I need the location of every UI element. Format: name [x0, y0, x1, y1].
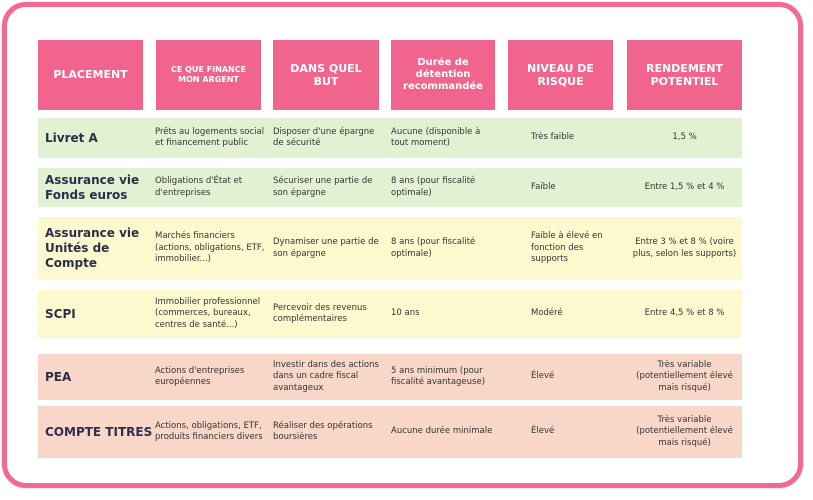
- row-risque: Faible: [531, 181, 556, 192]
- row-but: Réaliser des opérations boursières: [273, 420, 373, 442]
- comparison-table: PLACEMENT CE QUE FINANCE MON ARGENT DANS…: [38, 40, 742, 458]
- row-finance: Marchés financiers (actions, obligations…: [155, 231, 265, 265]
- row-but: Investir dans des actions dans un cadre …: [273, 359, 379, 393]
- row-but: Percevoir des revenus complémentaires: [273, 302, 367, 324]
- row-title: COMPTE TITRES: [45, 424, 153, 439]
- row-risque: Élevé: [531, 371, 555, 382]
- row-but: Sécuriser une partie de son épargne: [273, 176, 373, 198]
- row-rendement: 1,5 %: [672, 132, 697, 143]
- table-row: PEA Actions d'entreprises européennes In…: [38, 354, 742, 400]
- row-finance: Obligations d'État et d'entreprises: [155, 176, 243, 198]
- row-duree: Aucune durée minimale: [391, 426, 493, 437]
- row-but: Disposer d'une épargne de sécurité: [273, 126, 375, 148]
- header-duree: Durée de détention recommandée: [391, 40, 495, 110]
- table-row: Assurance vie Unités de Compte Marchés f…: [38, 217, 742, 280]
- header-but: DANS QUEL BUT: [273, 40, 379, 110]
- row-rendement: Entre 1,5 % et 4 %: [644, 181, 725, 192]
- row-title: PEA: [45, 369, 72, 384]
- row-but: Dynamiser une partie de son épargne: [273, 237, 379, 259]
- table-row: Livret A Prêts au logements social et fi…: [38, 118, 742, 158]
- row-title: SCPI: [45, 306, 76, 321]
- header-finance: CE QUE FINANCE MON ARGENT: [156, 40, 261, 110]
- header-row: PLACEMENT CE QUE FINANCE MON ARGENT DANS…: [38, 40, 742, 110]
- row-risque: Très faible: [531, 132, 575, 143]
- row-title: Assurance vie Fonds euros: [45, 172, 140, 202]
- row-title: Livret A: [45, 130, 98, 145]
- header-rendement: RENDEMENT POTENTIEL: [627, 40, 742, 110]
- row-risque: Modéré: [531, 308, 563, 319]
- table-row: SCPI Immobilier professionnel (commerces…: [38, 290, 742, 338]
- row-title: Assurance vie Unités de Compte: [45, 226, 140, 270]
- row-duree: 5 ans minimum (pour fiscalité avantageus…: [391, 365, 486, 387]
- table-row: Assurance vie Fonds euros Obligations d'…: [38, 168, 742, 207]
- header-placement: PLACEMENT: [38, 40, 143, 110]
- table-row: COMPTE TITRES Actions, obligations, ETF,…: [38, 406, 742, 458]
- row-duree: 8 ans (pour fiscalité optimale): [391, 237, 476, 259]
- row-finance: Immobilier professionnel (commerces, bur…: [155, 296, 261, 330]
- row-rendement: Très variable (potentiellement élevé mai…: [636, 359, 733, 393]
- row-duree: 10 ans: [391, 308, 420, 319]
- row-duree: 8 ans (pour fiscalité optimale): [391, 176, 476, 198]
- row-rendement: Entre 4,5 % et 8 %: [644, 308, 725, 319]
- row-finance: Actions, obligations, ETF, produits fina…: [155, 420, 263, 442]
- row-risque: Faible à élevé en fonction des supports: [531, 231, 603, 265]
- row-duree: Aucune (disponible à tout moment): [391, 126, 481, 148]
- header-risque: NIVEAU DE RISQUE: [508, 40, 613, 110]
- row-rendement: Très variable (potentiellement élevé mai…: [636, 414, 733, 448]
- row-risque: Élevé: [531, 426, 555, 437]
- row-rendement: Entre 3 % et 8 % (voire plus, selon les …: [632, 237, 737, 259]
- row-finance: Prêts au logements social et financement…: [155, 126, 265, 148]
- row-finance: Actions d'entreprises européennes: [155, 365, 245, 387]
